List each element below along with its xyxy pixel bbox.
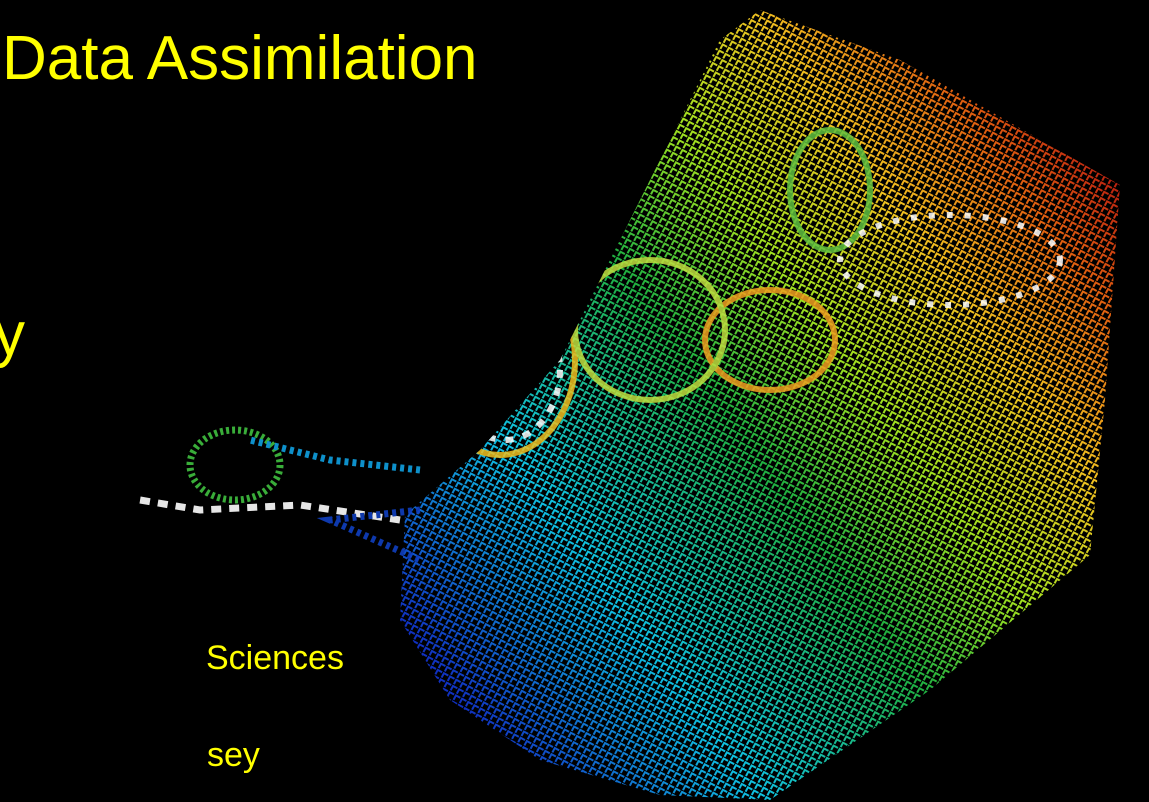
footer-line: sey: [207, 738, 260, 772]
slide: Data Assimilation y Sciences sey (() => …: [0, 0, 1149, 802]
page: Slide {"slide": {"title": "Data Assimila…: [0, 0, 1149, 802]
slide-title: Data Assimilation: [2, 28, 478, 90]
footer-line: Sciences: [206, 641, 344, 675]
surface-illustration: [0, 0, 1149, 802]
text-fragment: y: [0, 304, 25, 366]
